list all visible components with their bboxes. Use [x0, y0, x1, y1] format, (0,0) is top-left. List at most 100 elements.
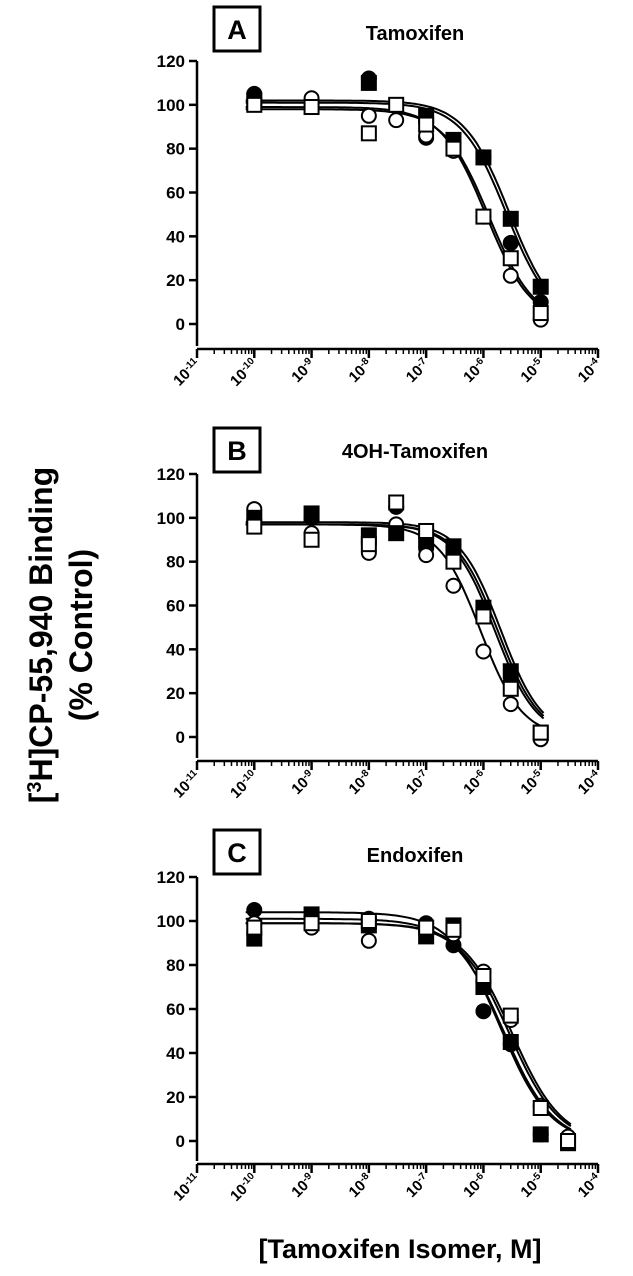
data-point-open-square — [303, 99, 320, 116]
data-point-open-square — [532, 724, 549, 741]
fit-curve — [245, 922, 572, 1126]
y-tick-label: 80 — [166, 140, 185, 159]
fit-curve — [245, 101, 545, 289]
data-point-open-circle — [388, 112, 405, 129]
x-tick-label: 10-7 — [402, 767, 433, 798]
panel-letter-box — [212, 5, 262, 53]
data-point-open-circle — [445, 577, 462, 594]
svg-text:[3H]CP-55,940 Binding: [3H]CP-55,940 Binding — [23, 467, 59, 804]
y-tick-label: 120 — [157, 52, 185, 71]
y-tick-label: 100 — [157, 509, 185, 528]
panel-letter-box — [212, 828, 262, 876]
fit-curve — [245, 917, 572, 1131]
panel-title: Tamoxifen — [366, 23, 465, 45]
fit-curve — [245, 911, 572, 1132]
y-tick-label: 20 — [166, 271, 185, 290]
data-point-open-square — [303, 531, 320, 548]
y-tick-label: 40 — [166, 227, 185, 246]
y-tick-label: 100 — [157, 96, 185, 115]
y-tick-label: 60 — [166, 1000, 185, 1019]
x-tick-label: 10-7 — [402, 355, 433, 386]
data-point-filled-square — [502, 210, 519, 227]
data-point-open-circle — [418, 547, 435, 564]
data-point-open-square — [532, 305, 549, 322]
x-tick-label: 10-8 — [345, 355, 376, 386]
x-tick-label: 10-4 — [574, 1170, 605, 1201]
data-point-filled-square — [532, 278, 549, 295]
x-tick-label: 10-9 — [288, 1170, 319, 1201]
x-tick-label: 10-8 — [345, 767, 376, 798]
y-tick-label: 100 — [157, 912, 185, 931]
data-point-filled-square — [502, 1034, 519, 1050]
data-point-filled-square — [502, 663, 519, 680]
x-tick-label: 10-5 — [517, 767, 548, 798]
fit-curve — [245, 523, 545, 717]
y-tick-label: 120 — [157, 868, 185, 887]
x-tick-label: 10-10 — [227, 1170, 262, 1205]
panel-letter-box — [212, 426, 262, 474]
data-point-open-square — [360, 125, 377, 142]
data-point-open-square — [388, 494, 405, 511]
y-tick-label: 60 — [166, 184, 185, 203]
data-point-open-square — [418, 116, 435, 133]
x-tick-label: 10-5 — [517, 1170, 548, 1201]
y-tick-label: 80 — [166, 956, 185, 975]
data-point-open-square — [303, 915, 320, 932]
data-point-open-square — [532, 1100, 549, 1116]
data-point-filled-square — [360, 74, 377, 91]
x-tick-label: 10-9 — [288, 767, 319, 798]
y-tick-label: 0 — [176, 315, 185, 334]
panel-a: A Tamoxifen 0 20 40 60 80 100 120 10-11 10-10 10-9 1… — [157, 5, 605, 390]
data-point-open-circle — [360, 932, 377, 949]
data-point-open-square — [246, 518, 263, 535]
panel-title: 4OH-Tamoxifen — [342, 441, 488, 463]
data-point-open-square — [246, 96, 263, 113]
y-axis-label-line2: (% Control) — [63, 549, 99, 721]
y-tick-label: 80 — [166, 553, 185, 572]
y-tick-label: 120 — [157, 465, 185, 484]
fit-curve — [245, 523, 545, 720]
y-tick-label: 0 — [176, 1132, 185, 1151]
data-point-open-circle — [502, 696, 519, 713]
data-point-open-square — [475, 208, 492, 225]
data-point-open-circle — [502, 267, 519, 284]
data-point-open-square — [418, 522, 435, 539]
data-point-filled-square — [475, 149, 492, 166]
data-point-open-square — [246, 919, 263, 936]
data-point-open-square — [560, 1133, 577, 1149]
panel-c: C Endoxifen 0 20 40 60 80 100 120 10-11 10-10 10-9 1… — [157, 828, 605, 1205]
panel-letter: A — [227, 15, 247, 45]
x-tick-label: 10-8 — [345, 1170, 376, 1201]
panel-title: Endoxifen — [367, 845, 464, 867]
x-tick-label: 10-4 — [574, 767, 605, 798]
data-point-open-square — [388, 96, 405, 113]
y-tick-label: 0 — [176, 728, 185, 747]
y-tick-label: 40 — [166, 1044, 185, 1063]
x-tick-label: 10-6 — [460, 355, 491, 386]
x-tick-label: 10-11 — [170, 355, 204, 389]
data-point-open-square — [445, 921, 462, 938]
data-point-open-square — [360, 913, 377, 929]
y-tick-label: 20 — [166, 684, 185, 703]
y-axis-label-superscript: 3 — [24, 781, 46, 792]
panel-letter: B — [227, 436, 247, 466]
x-tick-label: 10-7 — [402, 1170, 433, 1201]
x-tick-label: 10-4 — [574, 355, 605, 386]
data-point-open-circle — [475, 643, 492, 660]
data-point-open-square — [418, 919, 435, 936]
y-tick-label: 20 — [166, 1088, 185, 1107]
data-point-filled-square — [388, 525, 405, 542]
data-point-open-square — [475, 968, 492, 984]
x-tick-label: 10-10 — [227, 767, 262, 802]
data-point-filled-circle — [502, 234, 519, 251]
data-point-filled-circle — [246, 902, 263, 918]
data-point-open-square — [502, 1007, 519, 1024]
panel-b: B 4OH-Tamoxifen 0 20 40 60 80 100 120 10-11 10-10 1… — [157, 426, 605, 802]
fit-curve — [245, 521, 545, 714]
y-axis-label-open-bracket: [ — [23, 792, 59, 803]
data-point-filled-square — [303, 505, 320, 522]
data-point-filled-square — [445, 538, 462, 555]
y-axis-label-text: H]CP-55,940 Binding — [23, 467, 59, 782]
panel-letter: C — [227, 838, 247, 868]
